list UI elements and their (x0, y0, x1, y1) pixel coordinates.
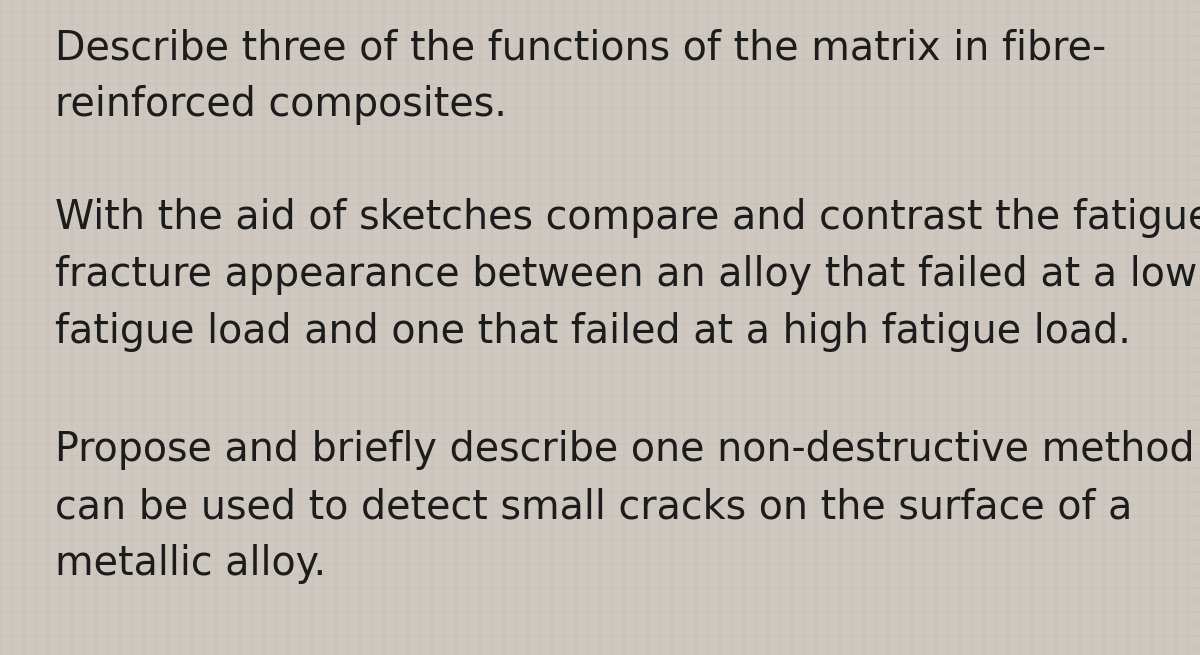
Text: With the aid of sketches compare and contrast the fatigue
fracture appearance be: With the aid of sketches compare and con… (55, 198, 1200, 352)
Text: Propose and briefly describe one non-destructive method that
can be used to dete: Propose and briefly describe one non-des… (55, 430, 1200, 584)
Text: Describe three of the functions of the matrix in fibre-
reinforced composites.: Describe three of the functions of the m… (55, 28, 1106, 125)
